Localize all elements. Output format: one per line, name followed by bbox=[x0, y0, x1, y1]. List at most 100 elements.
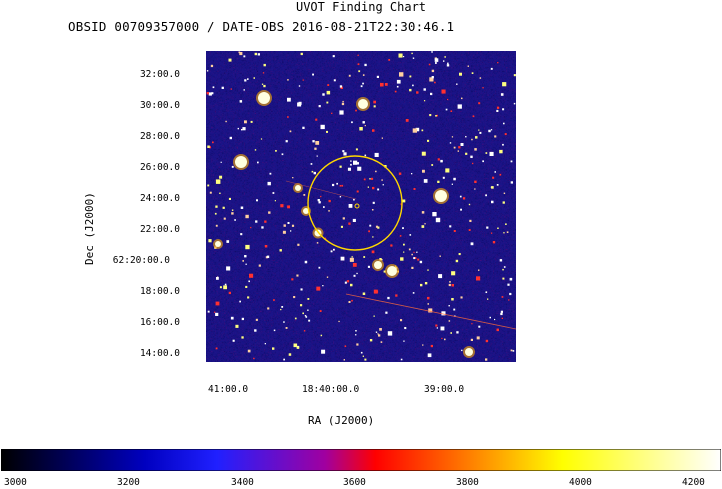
star bbox=[398, 53, 403, 58]
star bbox=[496, 184, 499, 186]
star bbox=[254, 52, 257, 56]
x-axis-label: RA (J2000) bbox=[308, 414, 375, 427]
bright-star bbox=[303, 208, 309, 214]
star bbox=[255, 318, 258, 321]
star bbox=[453, 230, 456, 232]
star bbox=[500, 312, 503, 316]
star bbox=[423, 88, 426, 91]
star bbox=[362, 121, 365, 124]
star bbox=[443, 60, 445, 62]
star bbox=[219, 175, 223, 179]
star bbox=[296, 274, 299, 277]
star bbox=[219, 192, 221, 194]
y-tick-label: 32:00.0 bbox=[139, 69, 180, 80]
star bbox=[374, 152, 379, 157]
star bbox=[247, 296, 250, 299]
star bbox=[413, 251, 415, 253]
star bbox=[288, 353, 292, 356]
star bbox=[373, 315, 375, 317]
star bbox=[264, 245, 268, 248]
star bbox=[238, 51, 241, 54]
star bbox=[416, 251, 418, 253]
star bbox=[257, 161, 259, 164]
star bbox=[459, 195, 462, 198]
star bbox=[340, 225, 343, 228]
star bbox=[263, 63, 266, 67]
star bbox=[429, 77, 434, 82]
star bbox=[409, 75, 412, 78]
star bbox=[235, 324, 239, 328]
star bbox=[449, 225, 452, 228]
finding-chart-image bbox=[206, 51, 516, 362]
star bbox=[474, 180, 477, 183]
star bbox=[319, 310, 322, 312]
star bbox=[478, 129, 480, 131]
star bbox=[378, 334, 381, 337]
star bbox=[364, 154, 367, 157]
star bbox=[333, 248, 335, 251]
star bbox=[451, 136, 454, 138]
star bbox=[357, 166, 362, 171]
star bbox=[260, 138, 263, 140]
star bbox=[499, 149, 503, 154]
star bbox=[287, 79, 289, 81]
y-tick-label: 18:00.0 bbox=[139, 286, 180, 297]
star bbox=[467, 65, 469, 67]
star bbox=[367, 186, 369, 188]
star bbox=[491, 186, 494, 189]
star bbox=[307, 298, 310, 300]
star bbox=[283, 224, 286, 227]
star bbox=[502, 143, 504, 146]
star bbox=[249, 273, 254, 278]
star bbox=[371, 250, 375, 254]
star bbox=[437, 158, 440, 161]
star bbox=[215, 347, 218, 350]
star bbox=[269, 172, 272, 175]
star bbox=[245, 244, 250, 250]
x-tick-label: 18:40:00.0 bbox=[302, 384, 360, 395]
star bbox=[326, 130, 328, 133]
star bbox=[436, 327, 438, 329]
star bbox=[437, 180, 440, 183]
star bbox=[257, 53, 260, 56]
star bbox=[339, 85, 343, 88]
star bbox=[482, 87, 484, 89]
star bbox=[241, 317, 244, 321]
star bbox=[403, 340, 405, 342]
star bbox=[326, 276, 329, 278]
star bbox=[320, 195, 322, 198]
star bbox=[255, 220, 258, 223]
star bbox=[342, 150, 345, 153]
y-tick-label: 14:00.0 bbox=[139, 348, 180, 359]
star bbox=[490, 129, 493, 131]
star bbox=[502, 277, 505, 280]
star bbox=[422, 169, 425, 173]
colorbar-tick-label: 3400 bbox=[231, 477, 254, 488]
star bbox=[411, 52, 413, 55]
star bbox=[350, 283, 353, 287]
colorbar-tick-label: 4200 bbox=[682, 477, 705, 488]
star bbox=[474, 188, 476, 190]
star bbox=[231, 165, 234, 168]
star bbox=[222, 206, 225, 209]
star bbox=[499, 173, 502, 176]
star bbox=[360, 85, 363, 88]
star bbox=[421, 211, 425, 214]
star bbox=[474, 148, 477, 151]
star bbox=[287, 97, 291, 102]
star bbox=[429, 114, 432, 117]
star bbox=[215, 205, 218, 208]
star bbox=[491, 200, 494, 204]
star bbox=[485, 358, 488, 361]
star bbox=[264, 220, 267, 223]
star bbox=[372, 186, 375, 190]
star bbox=[341, 102, 345, 106]
star bbox=[221, 86, 224, 89]
star bbox=[346, 280, 350, 283]
star bbox=[472, 115, 475, 118]
star bbox=[274, 200, 276, 202]
star bbox=[485, 194, 487, 197]
star bbox=[486, 226, 489, 229]
star bbox=[298, 101, 302, 105]
star bbox=[267, 181, 271, 186]
